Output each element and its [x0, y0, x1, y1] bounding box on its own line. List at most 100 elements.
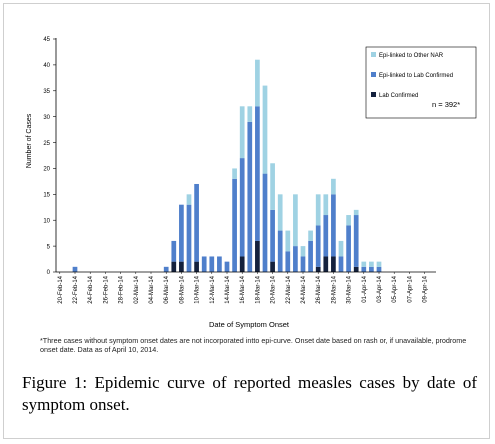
x-tick-label: 01-Apr-14: [362, 275, 368, 302]
bar-segment-series-1: [194, 183, 199, 262]
y-tick-label: 45: [43, 37, 50, 43]
bar-segment-series-2: [331, 178, 336, 195]
bar-segment-series-2: [346, 215, 351, 226]
bar-segment-series-1: [217, 256, 222, 272]
bar-segment-series-1: [376, 266, 382, 272]
bar-segment-series-1: [247, 121, 253, 272]
x-tick-label: 02-Mar-14: [134, 275, 140, 303]
bar-segment-series-1: [277, 230, 283, 272]
axes-group: 0 5 10 15 20 25 30 35 40 45 20-Feb-14 22-Feb-14 24-F…: [43, 37, 436, 304]
bar-segment-series-2: [315, 194, 321, 226]
bar-segment-series-2: [353, 209, 359, 216]
x-tick-label: 06-Mar-14: [164, 275, 170, 303]
epi-curve-chart: 0 5 10 15 20 25 30 35 40 45 20-Feb-14 22-Feb-14 24-F…: [26, 37, 477, 329]
x-tick-label: 07-Apr-14: [407, 275, 413, 302]
x-tick-label: 22-Mar-14: [286, 275, 292, 303]
y-tick-label: 5: [47, 244, 51, 250]
x-tick-label: 05-Apr-14: [392, 275, 398, 302]
bar-segment-series-0: [323, 256, 329, 272]
x-tick-label: 26-Mar-14: [316, 275, 322, 303]
legend-label: Epi-linked to Lab Confirmed: [379, 73, 453, 79]
bar-segment-series-1: [201, 256, 207, 272]
bar-segment-series-1: [270, 209, 275, 262]
bar-segment-series-2: [262, 85, 268, 174]
bar-segment-series-0: [171, 261, 177, 272]
y-axis-label: Number of Cases: [26, 113, 33, 168]
bar-segment-series-2: [270, 163, 275, 210]
legend-box: [365, 46, 477, 119]
bar-segment-series-1: [293, 246, 298, 272]
bar-segment-series-1: [315, 225, 321, 267]
bar-segment-series-1: [209, 256, 215, 272]
bar-segment-series-1: [346, 225, 351, 272]
bar-segment-series-2: [285, 230, 291, 252]
bar-segment-series-2: [247, 106, 253, 122]
footnote: *Three cases without symptom onset dates…: [40, 336, 467, 355]
y-tick-label: 0: [47, 270, 51, 276]
bar-segment-series-1: [171, 240, 177, 262]
x-tick-label: 16-Mar-14: [240, 275, 246, 303]
bar-segment-series-0: [270, 261, 275, 272]
bar-segment-series-2: [239, 106, 245, 159]
bar-segment-series-2: [293, 194, 298, 247]
bar-segment-series-0: [179, 261, 184, 272]
bar-segment-series-0: [331, 256, 336, 272]
x-tick-label: 20-Feb-14: [58, 275, 64, 303]
x-tick-label: 26-Feb-14: [103, 275, 109, 303]
x-tick-label: 22-Feb-14: [73, 275, 79, 303]
x-tick-label: 20-Mar-14: [271, 275, 277, 303]
bar-segment-series-2: [277, 194, 283, 231]
bar-segment-series-0: [315, 266, 321, 272]
y-tick-label: 40: [43, 63, 50, 69]
y-tick-label: 35: [43, 89, 50, 95]
bar-segment-series-1: [186, 204, 192, 272]
bar-segment-series-0: [255, 240, 260, 272]
x-tick-label: 18-Mar-14: [255, 275, 261, 303]
bars-group: [72, 59, 382, 272]
bar-segment-series-1: [331, 194, 336, 257]
bar-segment-series-1: [72, 266, 78, 272]
figure-caption: Figure 1: Epidemic curve of reported mea…: [22, 373, 477, 414]
bar-segment-series-1: [232, 178, 237, 272]
n-annotation: n = 392*: [432, 100, 460, 109]
x-tick-label: 14-Mar-14: [225, 275, 231, 303]
bar-segment-series-1: [300, 256, 306, 272]
legend-swatch: [371, 72, 376, 77]
x-tick-label: 24-Mar-14: [301, 275, 307, 303]
bar-segment-series-0: [194, 261, 199, 272]
bar-segment-series-1: [323, 215, 329, 257]
bar-segment-series-2: [255, 59, 260, 107]
x-tick-label: 04-Mar-14: [149, 275, 155, 303]
bar-segment-series-2: [369, 261, 374, 267]
x-tick-label: 24-Feb-14: [88, 275, 94, 303]
y-tick-label: 25: [43, 141, 50, 147]
x-tick-label: 03-Apr-14: [377, 275, 383, 302]
bar-segment-series-1: [361, 266, 367, 272]
bar-segment-series-1: [262, 173, 268, 272]
bar-segment-series-2: [338, 240, 344, 257]
bar-segment-series-2: [323, 194, 329, 216]
x-tick-label: 28-Mar-14: [331, 275, 337, 303]
bar-segment-series-1: [338, 256, 344, 272]
y-tick-label: 15: [43, 193, 50, 199]
bar-segment-series-0: [239, 256, 245, 272]
bar-segment-series-1: [369, 266, 374, 272]
bar-segment-series-1: [239, 158, 245, 257]
legend: Epi-linked to Other NAR Epi-linked to Lab…: [365, 46, 477, 119]
bar-segment-series-1: [224, 261, 230, 272]
legend-swatch: [371, 52, 376, 57]
bar-segment-series-1: [308, 240, 313, 272]
legend-swatch: [371, 92, 376, 97]
bar-segment-series-2: [232, 168, 237, 179]
bar-segment-series-2: [376, 261, 382, 267]
bar-segment-series-1: [285, 251, 291, 272]
legend-label: Epi-linked to Other NAR: [379, 53, 444, 59]
bar-segment-series-2: [361, 261, 367, 267]
y-tick-label: 20: [43, 167, 50, 173]
y-tick-label: 30: [43, 115, 50, 121]
x-tick-label: 09-Apr-14: [423, 275, 429, 302]
bar-segment-series-1: [179, 204, 184, 262]
bar-segment-series-2: [186, 194, 192, 205]
x-tick-label: 08-Mar-14: [179, 275, 185, 303]
legend-label: Lab Confirmed: [379, 93, 418, 99]
